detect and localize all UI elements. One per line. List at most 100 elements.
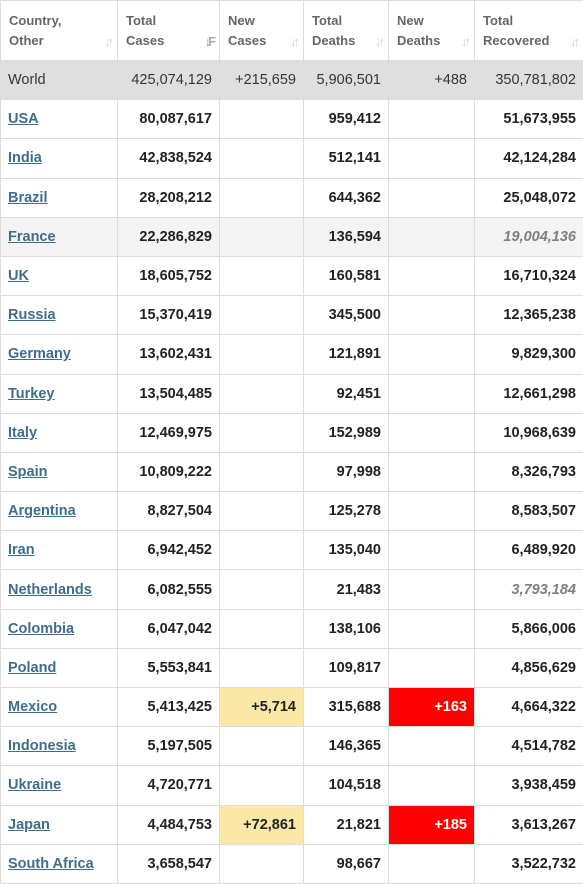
total-cases-cell: 3,658,547 — [118, 844, 220, 883]
country-link[interactable]: Netherlands — [8, 582, 92, 598]
country-link[interactable]: Brazil — [8, 190, 48, 206]
country-link[interactable]: Colombia — [8, 621, 74, 637]
header-label-line2: Cases — [228, 31, 296, 51]
new-cases-cell — [220, 374, 304, 413]
country-link[interactable]: Mexico — [8, 699, 57, 715]
total-recovered-cell: 19,004,136 — [475, 217, 583, 256]
total-cases-cell: 12,469,975 — [118, 413, 220, 452]
sort-icon[interactable]: ↓↑ — [375, 32, 382, 52]
total-cases-cell: 13,602,431 — [118, 335, 220, 374]
sort-icon[interactable]: ↓↑ — [461, 32, 468, 52]
total-cases-cell: 4,720,771 — [118, 766, 220, 805]
header-label-line1: New — [397, 11, 467, 31]
new-cases-cell — [220, 100, 304, 139]
new-cases-cell — [220, 335, 304, 374]
sort-desc-icon[interactable]: ↓F — [205, 32, 213, 52]
country-cell: UK — [1, 256, 118, 295]
country-link[interactable]: India — [8, 150, 42, 166]
country-link[interactable]: USA — [8, 111, 39, 127]
total-recovered-cell: 6,489,920 — [475, 531, 583, 570]
total-recovered-cell: 3,938,459 — [475, 766, 583, 805]
country-cell: Ukraine — [1, 766, 118, 805]
country-cell: Netherlands — [1, 570, 118, 609]
header-new-cases[interactable]: New Cases ↓↑ — [220, 1, 304, 61]
new-cases-cell — [220, 413, 304, 452]
country-link[interactable]: Argentina — [8, 503, 76, 519]
total-deaths-cell: 92,451 — [304, 374, 389, 413]
country-link[interactable]: UK — [8, 268, 29, 284]
new-deaths-cell — [389, 531, 475, 570]
total-deaths-cell: 160,581 — [304, 256, 389, 295]
sort-icon[interactable]: ↓↑ — [570, 32, 577, 52]
country-link[interactable]: France — [8, 229, 56, 245]
header-label-line1: Total — [312, 11, 381, 31]
total-recovered-cell: 4,856,629 — [475, 648, 583, 687]
country-link[interactable]: Poland — [8, 660, 56, 676]
total-cases-cell: 5,553,841 — [118, 648, 220, 687]
country-cell: Argentina — [1, 492, 118, 531]
total-recovered-cell: 5,866,006 — [475, 609, 583, 648]
total-recovered-cell: 3,522,732 — [475, 844, 583, 883]
sort-icon[interactable]: ↓↑ — [104, 32, 111, 52]
new-deaths-cell — [389, 570, 475, 609]
country-link[interactable]: Turkey — [8, 386, 54, 402]
header-total-recovered[interactable]: Total Recovered ↓↑ — [475, 1, 583, 61]
new-cases-cell: +72,861 — [220, 805, 304, 844]
country-cell: Turkey — [1, 374, 118, 413]
country-cell: South Africa — [1, 844, 118, 883]
total-cases-cell: 80,087,617 — [118, 100, 220, 139]
country-link[interactable]: Italy — [8, 425, 37, 441]
header-total-cases[interactable]: Total Cases ↓F — [118, 1, 220, 61]
country-link[interactable]: Iran — [8, 542, 35, 558]
total-deaths-cell: 97,998 — [304, 452, 389, 491]
total-cases-cell: 5,413,425 — [118, 688, 220, 727]
new-deaths-cell — [389, 335, 475, 374]
country-link[interactable]: Ukraine — [8, 777, 61, 793]
country-link[interactable]: Japan — [8, 817, 50, 833]
total-recovered-cell: 10,968,639 — [475, 413, 583, 452]
country-cell: Mexico — [1, 688, 118, 727]
total-cases-cell: 8,827,504 — [118, 492, 220, 531]
total-cases-cell: 15,370,419 — [118, 296, 220, 335]
total-recovered-cell: 3,793,184 — [475, 570, 583, 609]
new-cases-cell — [220, 609, 304, 648]
country-cell: Italy — [1, 413, 118, 452]
country-link[interactable]: South Africa — [8, 856, 94, 872]
country-cell: Poland — [1, 648, 118, 687]
new-deaths-cell — [389, 648, 475, 687]
header-label-line2: Cases — [126, 31, 212, 51]
total-recovered-cell: 9,829,300 — [475, 335, 583, 374]
country-link[interactable]: Russia — [8, 307, 56, 323]
total-cases-cell: 6,942,452 — [118, 531, 220, 570]
header-country[interactable]: Country, Other ↓↑ — [1, 1, 118, 61]
new-cases-cell — [220, 727, 304, 766]
header-new-deaths[interactable]: New Deaths ↓↑ — [389, 1, 475, 61]
country-link[interactable]: Germany — [8, 346, 71, 362]
header-row: Country, Other ↓↑ Total Cases ↓F New Cas… — [1, 1, 583, 61]
new-cases-cell — [220, 531, 304, 570]
new-deaths-cell — [389, 217, 475, 256]
country-cell: Japan — [1, 805, 118, 844]
sort-icon[interactable]: ↓↑ — [290, 32, 297, 52]
country-link[interactable]: Indonesia — [8, 738, 76, 754]
total-recovered-cell: 3,613,267 — [475, 805, 583, 844]
header-total-deaths[interactable]: Total Deaths ↓↑ — [304, 1, 389, 61]
total-deaths-cell: 152,989 — [304, 413, 389, 452]
country-link[interactable]: Spain — [8, 464, 47, 480]
total-deaths-cell: 959,412 — [304, 100, 389, 139]
total-cases-cell: 6,082,555 — [118, 570, 220, 609]
new-deaths-cell — [389, 727, 475, 766]
header-label-line1: Total — [483, 11, 576, 31]
new-deaths-cell — [389, 296, 475, 335]
total-recovered-cell: 4,664,322 — [475, 688, 583, 727]
country-cell: Colombia — [1, 609, 118, 648]
